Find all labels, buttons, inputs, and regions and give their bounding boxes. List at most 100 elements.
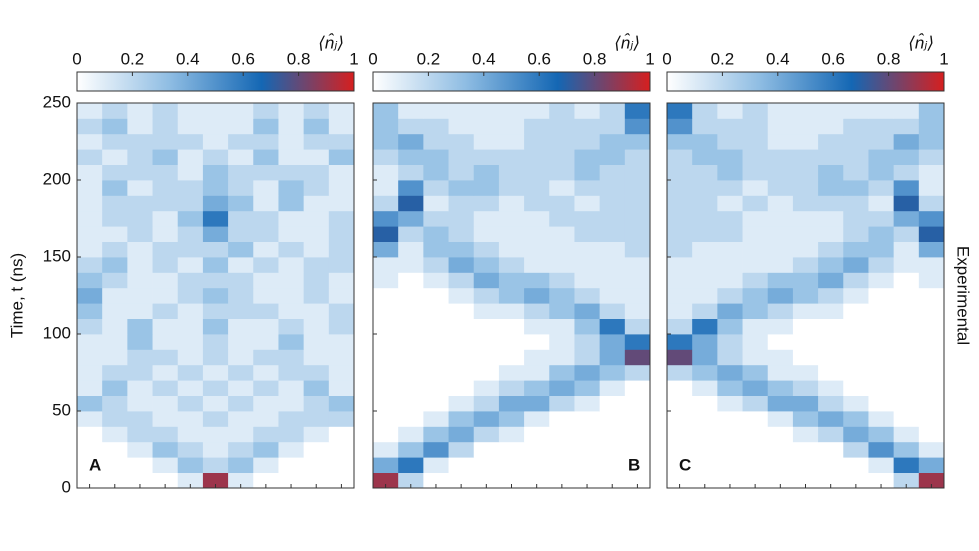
- heatmap-cell: [398, 334, 424, 350]
- heatmap-cell: [667, 272, 693, 289]
- heatmap-cell: [524, 118, 550, 135]
- heatmap-cell: [599, 441, 626, 458]
- heatmap-cell: [278, 103, 305, 119]
- heatmap-cell: [599, 272, 626, 289]
- heatmap-cell: [893, 441, 920, 458]
- heatmap-cell: [792, 349, 819, 366]
- heatmap-cell: [524, 457, 550, 473]
- heatmap-cell: [473, 164, 500, 181]
- heatmap-cell: [177, 272, 204, 289]
- heatmap-cell: [77, 334, 103, 350]
- heatmap-cell: [893, 472, 920, 489]
- heatmap-cell: [303, 257, 330, 273]
- heatmap-cell: [448, 226, 475, 242]
- heatmap-cell: [278, 380, 305, 396]
- heatmap-cell: [918, 472, 945, 489]
- heatmap-cell: [77, 164, 103, 181]
- heatmap-cell: [373, 457, 399, 473]
- heatmap-cell: [473, 226, 500, 242]
- heatmap-cell: [77, 180, 103, 196]
- heatmap-cell: [574, 303, 601, 319]
- heatmap-cell: [524, 349, 550, 366]
- heatmap-cell: [152, 118, 179, 135]
- heatmap-cell: [524, 226, 550, 242]
- colorbar-tick-label: 0.4: [472, 49, 496, 68]
- heatmap-cell: [423, 457, 449, 473]
- heatmap-cell: [177, 118, 204, 135]
- heatmap-cell: [667, 210, 693, 227]
- y-axis-label: Time, t (ns): [7, 253, 26, 338]
- heatmap-cell: [177, 149, 204, 165]
- heatmap-cell: [667, 395, 693, 412]
- heatmap-cell: [303, 272, 330, 289]
- heatmap-cell: [792, 118, 819, 135]
- heatmap-cell: [868, 411, 895, 427]
- heatmap-cell: [228, 303, 254, 319]
- heatmap-cell: [303, 210, 330, 227]
- heatmap-cell: [328, 180, 355, 196]
- heatmap-cell: [717, 103, 743, 119]
- heatmap-cell: [498, 395, 525, 412]
- heatmap-cell: [667, 257, 693, 273]
- heatmap-cell: [498, 287, 525, 304]
- heatmap-cell: [549, 318, 575, 335]
- heatmap-cell: [893, 164, 920, 181]
- heatmap-cell: [767, 133, 794, 150]
- heatmap-cell: [473, 149, 500, 165]
- heatmap-cell: [792, 241, 819, 258]
- heatmap-cell: [692, 303, 718, 319]
- heatmap-cell: [843, 226, 869, 242]
- heatmap-cell: [228, 411, 254, 427]
- heatmap-cell: [599, 426, 626, 443]
- heatmap-cell: [893, 303, 920, 319]
- heatmap-cell: [202, 180, 229, 196]
- heatmap-cell: [599, 318, 626, 335]
- colorbar: [76, 71, 355, 92]
- heatmap-cell: [742, 380, 769, 396]
- heatmap-cell: [278, 334, 305, 350]
- heatmap-cell: [843, 257, 869, 273]
- heatmap-cell: [624, 318, 651, 335]
- heatmap-cell: [742, 195, 769, 212]
- heatmap-cell: [498, 133, 525, 150]
- heatmap-cell: [152, 395, 179, 412]
- heatmap-cell: [102, 441, 128, 458]
- y-tick-label: 250: [43, 92, 71, 111]
- heatmap-cell: [498, 164, 525, 181]
- heatmap-cell: [127, 103, 153, 119]
- heatmap-cell: [398, 426, 424, 443]
- heatmap-cell: [127, 164, 153, 181]
- heatmap-cell: [868, 287, 895, 304]
- heatmap-cell: [328, 164, 355, 181]
- heatmap-cell: [423, 334, 449, 350]
- heatmap-cell: [102, 103, 128, 119]
- heatmap-cell: [303, 441, 330, 458]
- heatmap-cell: [843, 133, 869, 150]
- heatmap-cell: [398, 441, 424, 458]
- heatmap-cell: [328, 241, 355, 258]
- heatmap-cell: [398, 226, 424, 242]
- heatmap-cell: [398, 257, 424, 273]
- heatmap-cell: [278, 426, 305, 443]
- heatmap-cell: [667, 457, 693, 473]
- heatmap-cell: [524, 257, 550, 273]
- heatmap-cell: [102, 257, 128, 273]
- heatmap-cell: [202, 380, 229, 396]
- heatmap-cell: [742, 133, 769, 150]
- heatmap-cell: [102, 195, 128, 212]
- heatmap-cell: [448, 118, 475, 135]
- heatmap-cell: [253, 272, 279, 289]
- heatmap-cell: [667, 149, 693, 165]
- heatmap-cell: [423, 364, 449, 381]
- heatmap-cell: [303, 364, 330, 381]
- heatmap-cell: [228, 318, 254, 335]
- heatmap-cell: [549, 226, 575, 242]
- heatmap-cell: [373, 287, 399, 304]
- heatmap-cell: [253, 164, 279, 181]
- colorbar: [666, 71, 945, 92]
- heatmap-cell: [152, 103, 179, 119]
- heatmap-cell: [473, 395, 500, 412]
- heatmap-cell: [152, 303, 179, 319]
- heatmap-cell: [792, 180, 819, 196]
- heatmap-cell: [767, 380, 794, 396]
